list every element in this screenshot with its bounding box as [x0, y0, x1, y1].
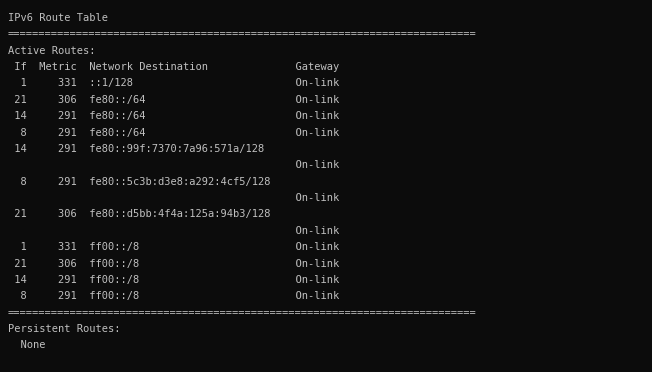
Text: On-link: On-link — [8, 160, 339, 170]
Text: 1     331  ::1/128                          On-link: 1 331 ::1/128 On-link — [8, 78, 339, 89]
Text: 8     291  fe80::/64                        On-link: 8 291 fe80::/64 On-link — [8, 128, 339, 138]
Text: Persistent Routes:: Persistent Routes: — [8, 324, 121, 334]
Text: IPv6 Route Table: IPv6 Route Table — [8, 13, 108, 23]
Text: 21     306  fe80::/64                        On-link: 21 306 fe80::/64 On-link — [8, 95, 339, 105]
Text: 21     306  ff00::/8                         On-link: 21 306 ff00::/8 On-link — [8, 259, 339, 269]
Text: ===========================================================================: ========================================… — [8, 308, 477, 318]
Text: 14     291  ff00::/8                         On-link: 14 291 ff00::/8 On-link — [8, 275, 339, 285]
Text: On-link: On-link — [8, 226, 339, 236]
Text: If  Metric  Network Destination              Gateway: If Metric Network Destination Gateway — [8, 62, 339, 72]
Text: 14     291  fe80::/64                        On-link: 14 291 fe80::/64 On-link — [8, 111, 339, 121]
Text: ===========================================================================: ========================================… — [8, 29, 477, 39]
Text: 8     291  ff00::/8                         On-link: 8 291 ff00::/8 On-link — [8, 291, 339, 301]
Text: Active Routes:: Active Routes: — [8, 46, 95, 56]
Text: 8     291  fe80::5c3b:d3e8:a292:4cf5/128: 8 291 fe80::5c3b:d3e8:a292:4cf5/128 — [8, 177, 271, 187]
Text: 21     306  fe80::d5bb:4f4a:125a:94b3/128: 21 306 fe80::d5bb:4f4a:125a:94b3/128 — [8, 209, 271, 219]
Text: None: None — [8, 340, 46, 350]
Text: 1     331  ff00::/8                         On-link: 1 331 ff00::/8 On-link — [8, 242, 339, 252]
Text: 14     291  fe80::99f:7370:7a96:571a/128: 14 291 fe80::99f:7370:7a96:571a/128 — [8, 144, 264, 154]
Text: On-link: On-link — [8, 193, 339, 203]
